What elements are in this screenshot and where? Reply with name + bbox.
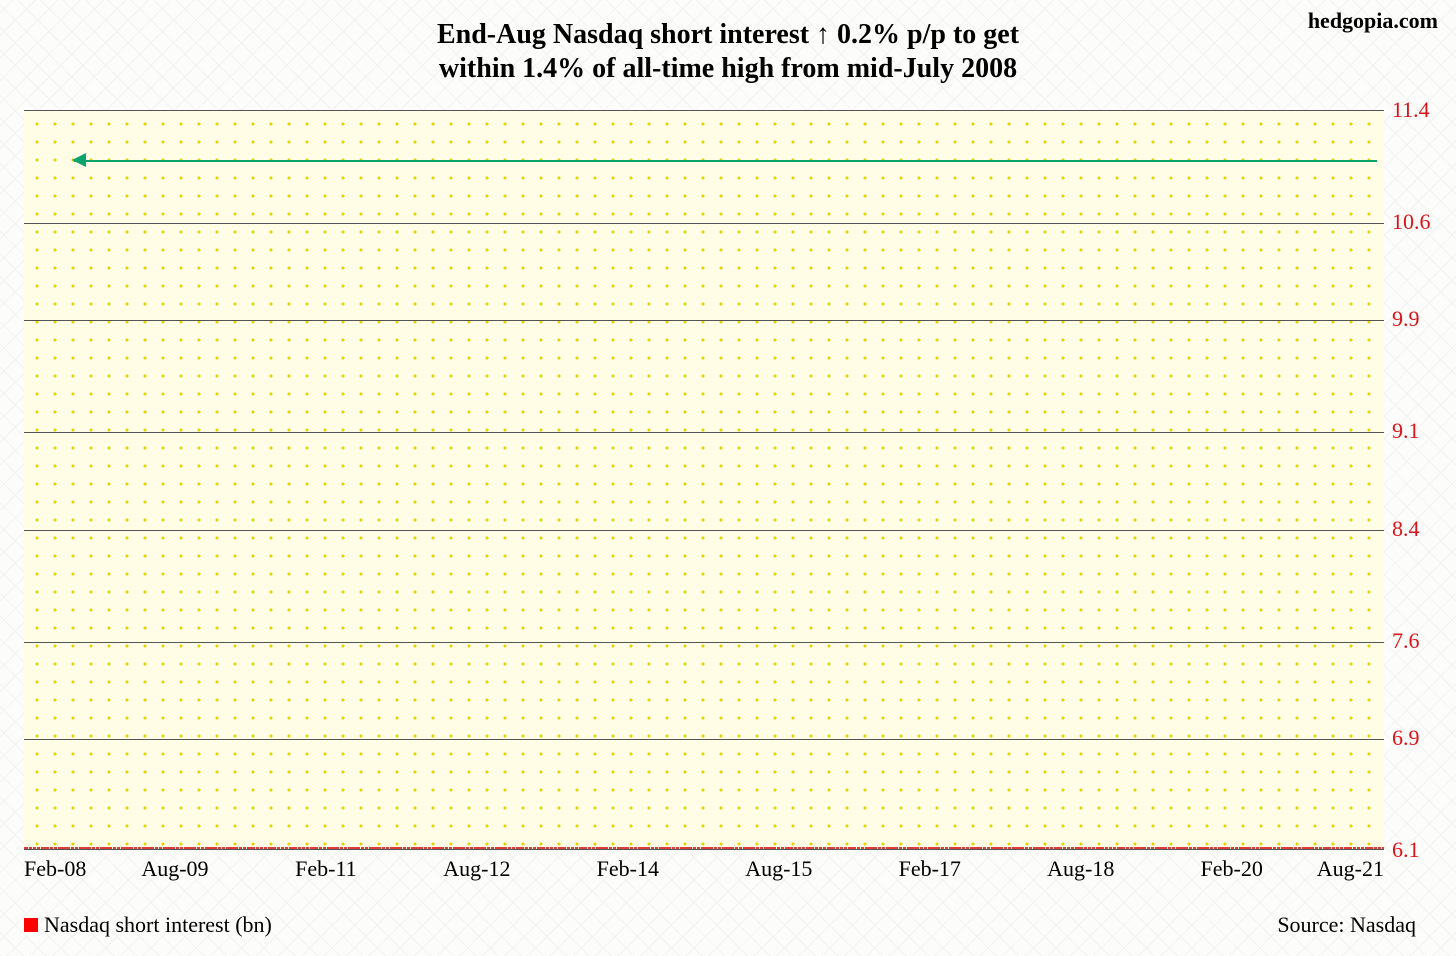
source-label: Source: Nasdaq: [1277, 912, 1416, 938]
x-tick-label: Feb-14: [597, 856, 659, 882]
x-tick-label: Aug-12: [443, 856, 510, 882]
chart-title-line-1: End-Aug Nasdaq short interest ↑ 0.2% p/p…: [0, 18, 1456, 52]
x-tick-label: Aug-15: [745, 856, 812, 882]
y-tick-label: 6.9: [1392, 725, 1420, 751]
x-tick-label: Feb-20: [1201, 856, 1263, 882]
chart-area: [24, 110, 1384, 850]
y-tick-label: 11.4: [1392, 97, 1430, 123]
x-axis-ticks: Feb-08 Aug-09 Feb-11 Aug-12 Feb-14 Aug-15 Feb-…: [24, 856, 1384, 886]
reference-arrow-line: [74, 160, 1377, 162]
page: { "brand": "hedgopia.com", "title_line1"…: [0, 0, 1456, 956]
y-tick-label: 6.1: [1392, 837, 1420, 863]
x-tick-label: Feb-17: [899, 856, 961, 882]
chart-title: End-Aug Nasdaq short interest ↑ 0.2% p/p…: [0, 18, 1456, 85]
legend-swatch: [24, 918, 38, 932]
y-tick-label: 9.1: [1392, 418, 1420, 444]
legend: Nasdaq short interest (bn): [24, 912, 272, 938]
y-tick-label: 10.6: [1392, 209, 1431, 235]
chart-title-line-2: within 1.4% of all-time high from mid-Ju…: [0, 52, 1456, 86]
x-tick-label: Aug-21: [1317, 856, 1384, 882]
y-tick-label: 9.9: [1392, 306, 1420, 332]
x-tick-label: Feb-11: [295, 856, 357, 882]
bars-container: [24, 111, 1384, 849]
y-tick-label: 8.4: [1392, 516, 1420, 542]
reference-arrow-head-icon: [72, 153, 86, 167]
x-tick-label: Aug-09: [141, 856, 208, 882]
x-tick-label: Feb-08: [24, 856, 86, 882]
x-tick-label: Aug-18: [1047, 856, 1114, 882]
y-tick-label: 7.6: [1392, 628, 1420, 654]
plot-area: [24, 110, 1384, 850]
legend-label: Nasdaq short interest (bn): [44, 912, 272, 938]
